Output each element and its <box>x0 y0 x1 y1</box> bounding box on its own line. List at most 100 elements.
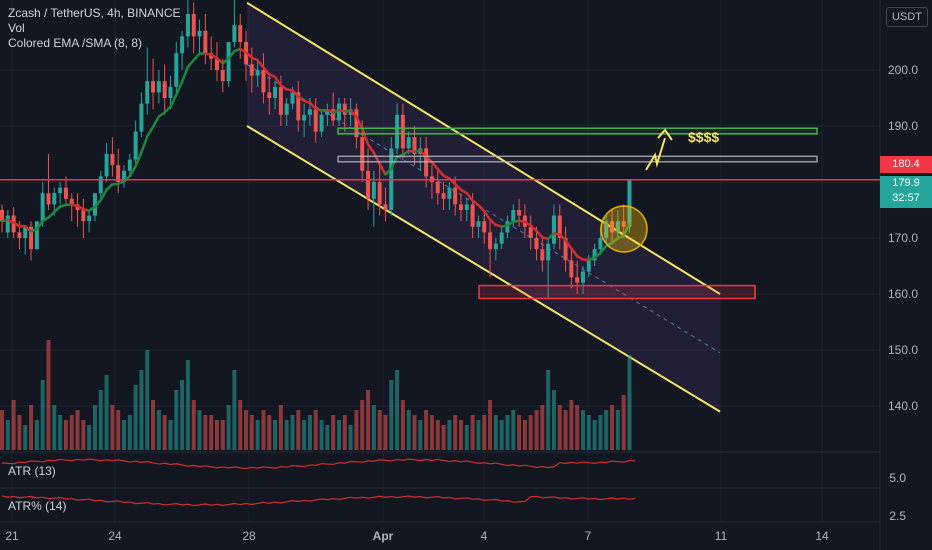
time-tick-label: 7 <box>585 529 592 543</box>
candle-body <box>191 14 196 37</box>
volume-bar <box>58 415 63 450</box>
volume-bar <box>464 425 469 450</box>
volume-bar <box>557 405 562 450</box>
ema-segment <box>564 239 573 250</box>
volume-bar <box>371 405 376 450</box>
atr-pct-tick-label: 2.5 <box>889 509 906 523</box>
volume-bar <box>133 385 138 450</box>
time-tick-label: 14 <box>815 529 829 543</box>
ema-segment <box>186 58 195 69</box>
candle-body <box>488 232 493 250</box>
volume-bar <box>621 395 626 450</box>
volume-bar <box>0 410 4 450</box>
volume-bar <box>162 415 167 450</box>
volume-bar <box>238 400 243 450</box>
volume-bar <box>354 410 359 450</box>
atr-line <box>1 458 636 470</box>
volume-legend: Vol <box>8 21 25 35</box>
volume-bar <box>336 420 341 450</box>
price-tick-label: 150.0 <box>888 343 918 357</box>
price-tick-label: 170.0 <box>888 231 918 245</box>
time-tick-label: Apr <box>373 529 394 543</box>
volume-bar <box>342 415 347 450</box>
time-tick-label: 4 <box>481 529 488 543</box>
channel-layer <box>246 1 721 413</box>
ema-segment <box>390 155 399 170</box>
candle-body <box>104 154 109 177</box>
volume-bar <box>429 415 434 450</box>
candle-body <box>592 249 597 261</box>
candle-body <box>133 131 138 160</box>
volume-bar <box>458 420 463 450</box>
volume-bar <box>203 415 208 450</box>
volume-bar <box>348 425 353 450</box>
candle-body <box>470 204 475 227</box>
candle-body <box>23 226 28 238</box>
candle-body <box>505 221 510 233</box>
candle-body <box>581 271 585 283</box>
candle-body <box>81 210 86 222</box>
ema-segment <box>151 115 161 128</box>
candle-body <box>435 182 440 194</box>
volume-bar <box>302 420 307 450</box>
volume-bar <box>389 380 394 450</box>
volume-bar <box>493 415 498 450</box>
current-price-box: 179.9 32:57 <box>880 176 932 208</box>
candle-body <box>366 170 371 199</box>
candle-body <box>290 92 295 104</box>
volume-bar <box>406 410 411 450</box>
volume-bar <box>17 415 22 450</box>
volume-bar <box>540 405 545 450</box>
ema-segment <box>610 236 620 245</box>
candle-body <box>232 25 237 42</box>
candle-body <box>400 114 405 149</box>
volume-bar <box>209 415 214 450</box>
volume-bar <box>197 410 202 450</box>
volume-bar <box>511 410 516 450</box>
candle-body <box>238 25 243 42</box>
ema-segment <box>163 105 172 114</box>
volume-bar <box>482 415 487 450</box>
ema-segment <box>53 205 62 214</box>
ema-segment <box>599 244 608 255</box>
volume-bar <box>191 400 196 450</box>
volume-bar <box>244 410 249 450</box>
volume-bar <box>575 405 580 450</box>
candle-body <box>575 277 580 283</box>
currency-unit-button[interactable]: USDT <box>886 7 928 27</box>
candle-body <box>377 182 382 205</box>
candle-body <box>203 30 208 54</box>
candle-body <box>453 187 458 205</box>
volume-bar <box>81 420 86 450</box>
volume-bar <box>546 370 551 450</box>
volume-bar <box>249 415 254 450</box>
ema-segment <box>419 149 428 158</box>
bar-countdown: 32:57 <box>892 192 920 204</box>
candle-body <box>226 42 231 82</box>
ema-segment <box>256 59 265 69</box>
volume-bar <box>615 410 620 450</box>
volume-bar <box>255 420 260 450</box>
ema-segment <box>93 198 103 209</box>
channel-lower-line <box>246 125 721 413</box>
candle-body <box>412 137 417 154</box>
volume-bar <box>34 420 39 450</box>
atr-legend: ATR (13) <box>8 464 56 478</box>
candle-body <box>52 193 57 205</box>
candle-body <box>116 165 121 182</box>
candle-body <box>127 159 132 171</box>
volume-bar <box>528 415 533 450</box>
candle-body <box>534 238 539 250</box>
candle-body <box>569 260 574 278</box>
volume-bar <box>319 420 324 450</box>
candle-body <box>511 210 516 222</box>
volume-bar <box>46 340 51 450</box>
candle-body <box>220 70 225 82</box>
candle-body <box>336 103 341 121</box>
volume-bar <box>441 425 446 450</box>
candle-body <box>610 221 615 233</box>
ema-segment <box>175 80 184 97</box>
ema-segment <box>35 219 44 231</box>
